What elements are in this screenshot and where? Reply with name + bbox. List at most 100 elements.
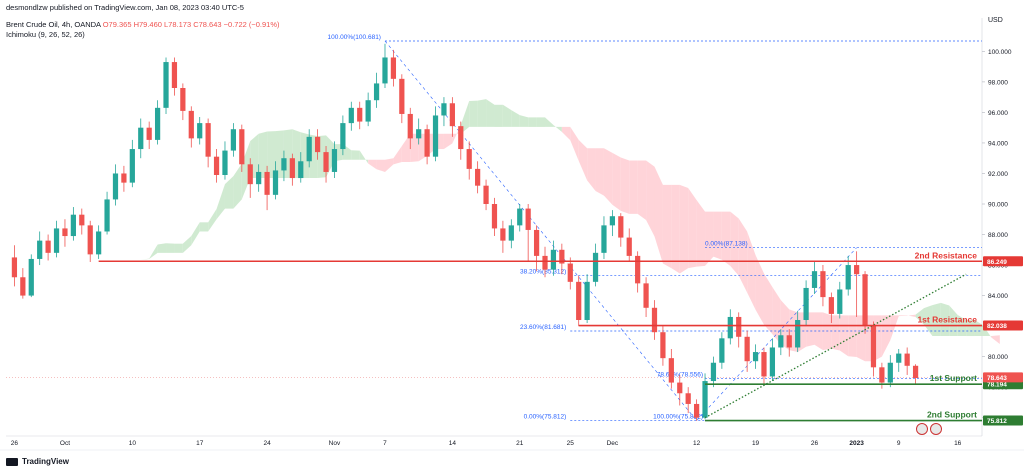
ichimoku-cloud-segment (898, 315, 908, 317)
candle-body (744, 336, 750, 362)
ichimoku-cloud-segment (646, 160, 655, 237)
candle-body (896, 353, 902, 363)
fib-level-label: 38.20%(85.312) (520, 269, 566, 276)
candle-body (37, 240, 43, 259)
candle-body (348, 107, 354, 124)
ichimoku-cloud-segment (629, 160, 638, 214)
ichimoku-cloud-segment (662, 184, 672, 269)
trendline-support (704, 273, 967, 419)
ichimoku-cloud-segment (384, 158, 394, 172)
candle-body (517, 208, 523, 226)
ichimoku-cloud-segment (157, 243, 167, 253)
ichimoku-cloud-segment (654, 166, 663, 264)
fib-level-label: 100.00%(100.681) (327, 34, 381, 41)
us-flag-icon[interactable] (916, 423, 928, 435)
level-name: 2nd Support (927, 410, 977, 420)
candle-body (188, 110, 194, 139)
ichimoku-cloud-segment (595, 148, 604, 196)
fib-level-label: 0.00%(75.812) (524, 414, 567, 421)
ichimoku-cloud-segment (410, 133, 419, 163)
time-tick-label: 7 (383, 440, 387, 447)
candle-body (609, 216, 615, 226)
level-price-badge: 75.812 (987, 418, 1007, 425)
ichimoku-cloud-segment (603, 148, 613, 205)
candle-body (373, 83, 380, 101)
ichimoku-cloud-segment (671, 184, 680, 274)
ichimoku-cloud-segment (974, 320, 983, 337)
ichimoku-cloud-segment (696, 200, 706, 267)
candle-body (256, 171, 262, 185)
candle-body (576, 281, 582, 320)
ichimoku-cloud-segment (477, 99, 487, 127)
candle-body (407, 113, 413, 139)
ichimoku-cloud-segment (806, 312, 815, 347)
candle-body (626, 237, 632, 256)
ichimoku-cloud-segment (755, 255, 764, 325)
candle-body (685, 393, 691, 404)
candle-body (752, 352, 759, 362)
candle-body (736, 316, 742, 337)
ichimoku-cloud-segment (502, 104, 512, 127)
ichimoku-cloud-segment (907, 314, 916, 317)
candle-body (399, 78, 405, 114)
level-price-badge: 86.249 (987, 259, 1007, 266)
candle-body (104, 199, 110, 232)
candle-body (87, 225, 93, 255)
candle-body (121, 173, 127, 183)
candle-body (643, 283, 649, 308)
candle-body (475, 168, 481, 186)
fib-level-label: 0.00%(87.138) (705, 241, 748, 248)
tradingview-logo[interactable]: TradingView (6, 457, 69, 466)
candle-body (761, 352, 767, 377)
candle-body (281, 158, 287, 171)
time-tick-label: 12 (693, 440, 701, 447)
time-tick-label: 14 (449, 440, 457, 447)
ichimoku-cloud-segment (267, 131, 276, 179)
candle-body (651, 307, 658, 333)
ichimoku-cloud-segment (174, 243, 183, 253)
candle-body (70, 214, 76, 237)
candle-body (264, 171, 270, 195)
us-flag-icon-2[interactable] (930, 423, 942, 435)
candle-body (416, 129, 422, 139)
fib-level-label: 23.60%(81.681) (520, 324, 566, 331)
ichimoku-cloud-segment (932, 302, 941, 337)
level-price-badge-bg (983, 320, 1023, 331)
ichimoku-cloud-segment (991, 335, 1000, 345)
ichimoku-cloud-segment (191, 222, 200, 246)
ichimoku-cloud-segment (721, 211, 731, 266)
candle-body (778, 335, 784, 348)
ichimoku-cloud-segment (688, 187, 697, 269)
candle-body (584, 281, 590, 320)
time-tick-label: 19 (752, 440, 760, 447)
ichimoku-cloud-segment (747, 231, 756, 310)
ichimoku-cloud-segment (233, 163, 242, 209)
candle-body (28, 258, 34, 296)
candle-body (424, 129, 430, 157)
time-tick-label: 24 (263, 440, 271, 447)
price-tick-label: 94.000 (988, 140, 1008, 147)
candle-body (382, 57, 388, 84)
publisher-line: desmondlzw published on TradingView.com,… (6, 3, 244, 12)
symbol-line: Brent Crude Oil, 4h, OANDA O79.365 H79.4… (6, 20, 280, 29)
candle-body (879, 367, 885, 383)
candle-body (458, 126, 464, 150)
price-tick-label: 80.000 (988, 354, 1008, 361)
ichimoku-cloud-segment (587, 148, 596, 192)
candle-body (432, 115, 439, 157)
ichimoku-cloud-segment (393, 146, 402, 165)
candle-body (567, 263, 573, 282)
level-price-badge: 82.038 (987, 323, 1007, 330)
candle-body (180, 88, 186, 111)
candle-body (272, 170, 279, 195)
price-tick-label: 100.000 (988, 49, 1012, 56)
ichimoku-cloud-segment (561, 126, 571, 141)
ichimoku-cloud-segment (545, 117, 554, 127)
ichimoku-cloud-segment (637, 160, 647, 221)
price-axis-panel (982, 0, 1024, 470)
candle-body (550, 249, 557, 270)
ichimoku-cloud-segment (486, 99, 495, 127)
ichimoku-cloud-segment (149, 244, 158, 259)
ichimoku-cloud-segment (982, 324, 992, 338)
